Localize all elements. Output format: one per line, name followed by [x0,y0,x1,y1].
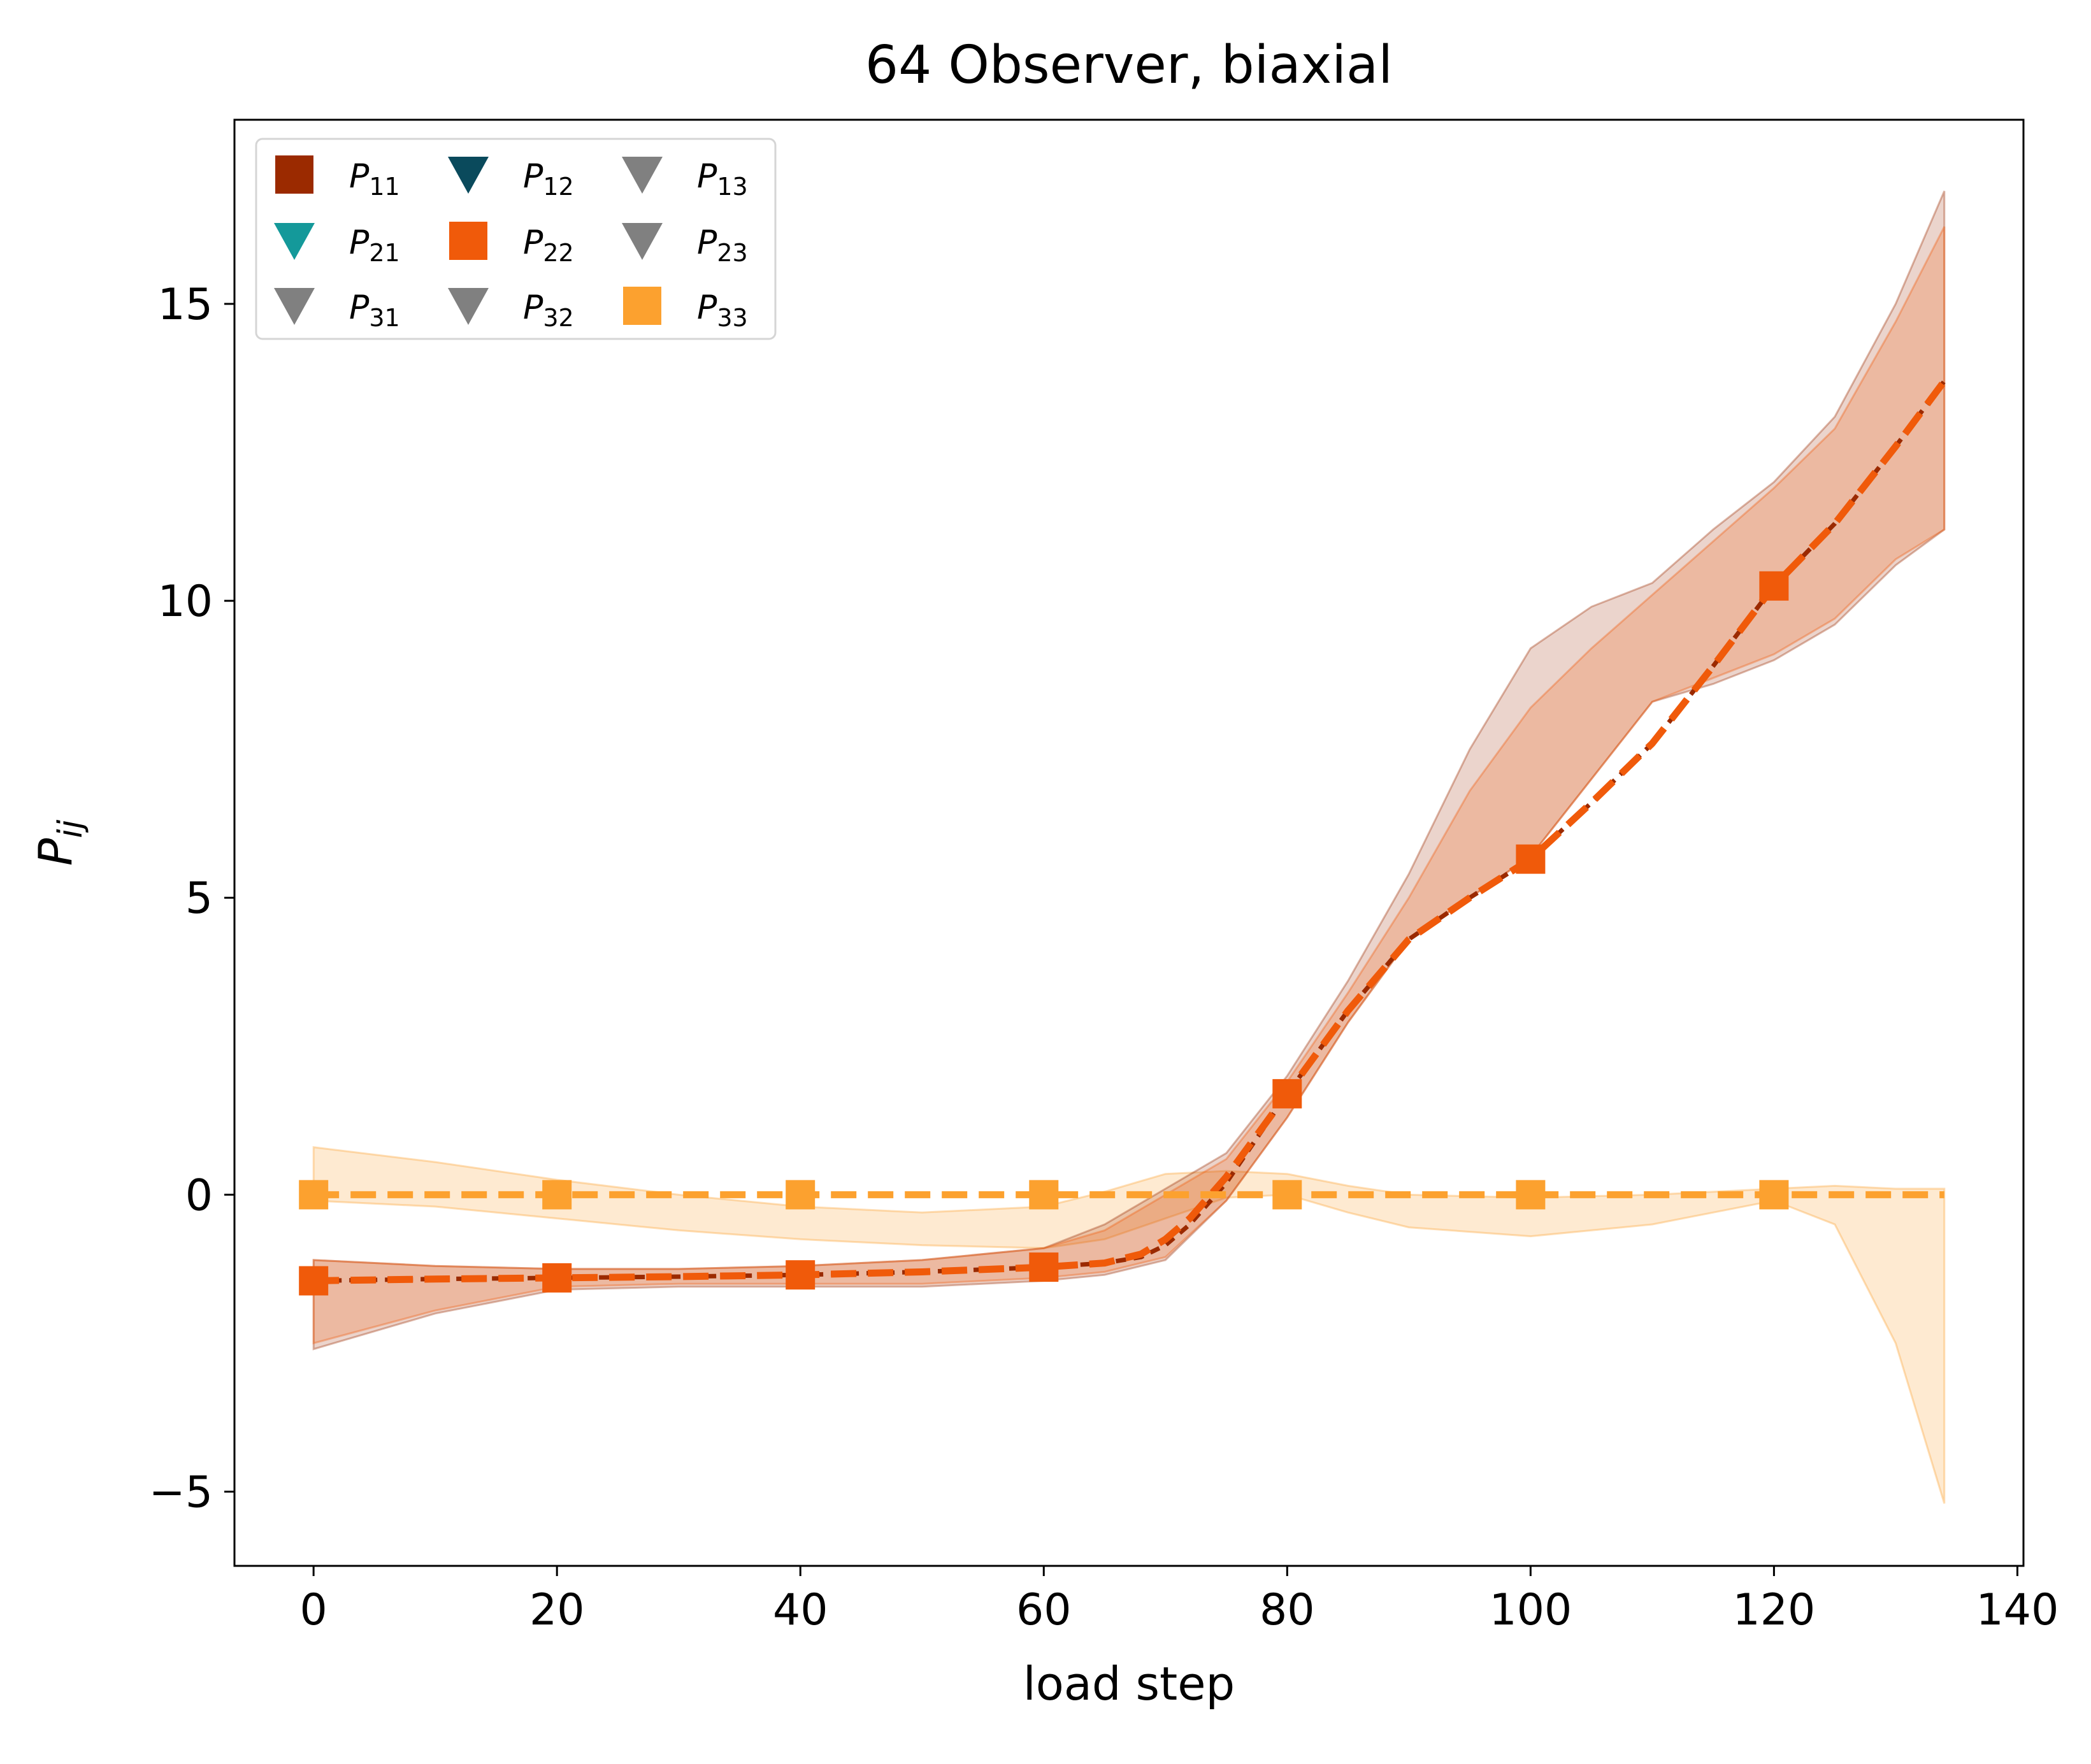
x-tick-label: 80 [1260,1585,1315,1635]
series-marker-2-6 [1759,1180,1789,1210]
series-marker-1-1 [542,1263,572,1293]
series-marker-1-6 [1759,571,1789,601]
legend-label-23: P23 [697,224,748,267]
confidence-bands [312,190,1946,1504]
band-1 [312,190,1946,1351]
series-marker-1-3 [1029,1252,1059,1282]
legend-label-21: P21 [349,224,400,267]
legend-marker-12 [448,157,489,194]
series-marker-2-1 [542,1180,572,1210]
series-marker-2-0 [299,1180,329,1210]
legend-label-33: P33 [697,289,748,332]
y-axis-ticks: −5 0 5 10 15 [149,280,234,1517]
band-2 [312,226,1946,1345]
legend-marker-22 [449,222,487,260]
y-tick-label: 0 [185,1170,213,1221]
x-tick-label: 140 [1976,1585,2059,1635]
series-marker-1-4 [1272,1079,1302,1108]
legend-items: P11 P21 P31 P12 P22 P32 P13 P23 P33 [274,155,748,332]
legend-marker-13 [622,157,663,194]
series-markers [299,571,1789,1296]
y-axis-label-subscript: ij [52,819,90,838]
legend-marker-11 [275,155,313,194]
series-marker-2-2 [786,1180,816,1210]
chart-title: 64 Observer, biaxial [865,35,1393,96]
series-marker-2-3 [1029,1180,1059,1210]
series-marker-2-5 [1516,1180,1546,1210]
legend-label-13: P13 [697,157,748,201]
legend: P11 P21 P31 P12 P22 P32 P13 P23 P33 [255,138,777,340]
series-marker-2-4 [1272,1180,1302,1210]
series-marker-1-0 [299,1266,329,1296]
y-tick-label: −5 [149,1467,213,1517]
band-0 [312,1146,1946,1504]
series-line-1 [313,378,1948,1284]
plot-frame [233,118,2025,1567]
y-tick-label: 5 [185,873,213,924]
x-tick-label: 120 [1733,1585,1816,1635]
x-tick-label: 20 [529,1585,585,1635]
legend-label-11: P11 [349,157,400,201]
series-marker-1-5 [1516,844,1546,874]
x-axis-ticks: 0 20 40 60 80 100 120 140 [300,1566,2059,1635]
legend-label-32: P32 [523,289,574,332]
x-axis-label: load step [1023,1657,1235,1710]
legend-label-12: P12 [523,157,574,201]
legend-marker-23 [622,223,663,260]
legend-marker-33 [623,287,661,325]
legend-marker-21 [274,223,315,260]
y-tick-label: 15 [157,280,213,330]
x-tick-label: 60 [1016,1585,1072,1635]
y-tick-label: 10 [157,577,213,627]
legend-label-22: P22 [523,224,574,267]
x-tick-label: 40 [773,1585,828,1635]
x-tick-label: 0 [300,1585,327,1635]
y-axis-label: Pij [29,819,90,866]
series-marker-1-2 [786,1260,816,1290]
y-axis-label-symbol: P [29,838,82,866]
x-tick-label: 100 [1489,1585,1572,1635]
series-lines [313,378,1948,1284]
legend-label-31: P31 [349,289,400,332]
legend-marker-31 [274,288,315,325]
legend-marker-32 [448,288,489,325]
